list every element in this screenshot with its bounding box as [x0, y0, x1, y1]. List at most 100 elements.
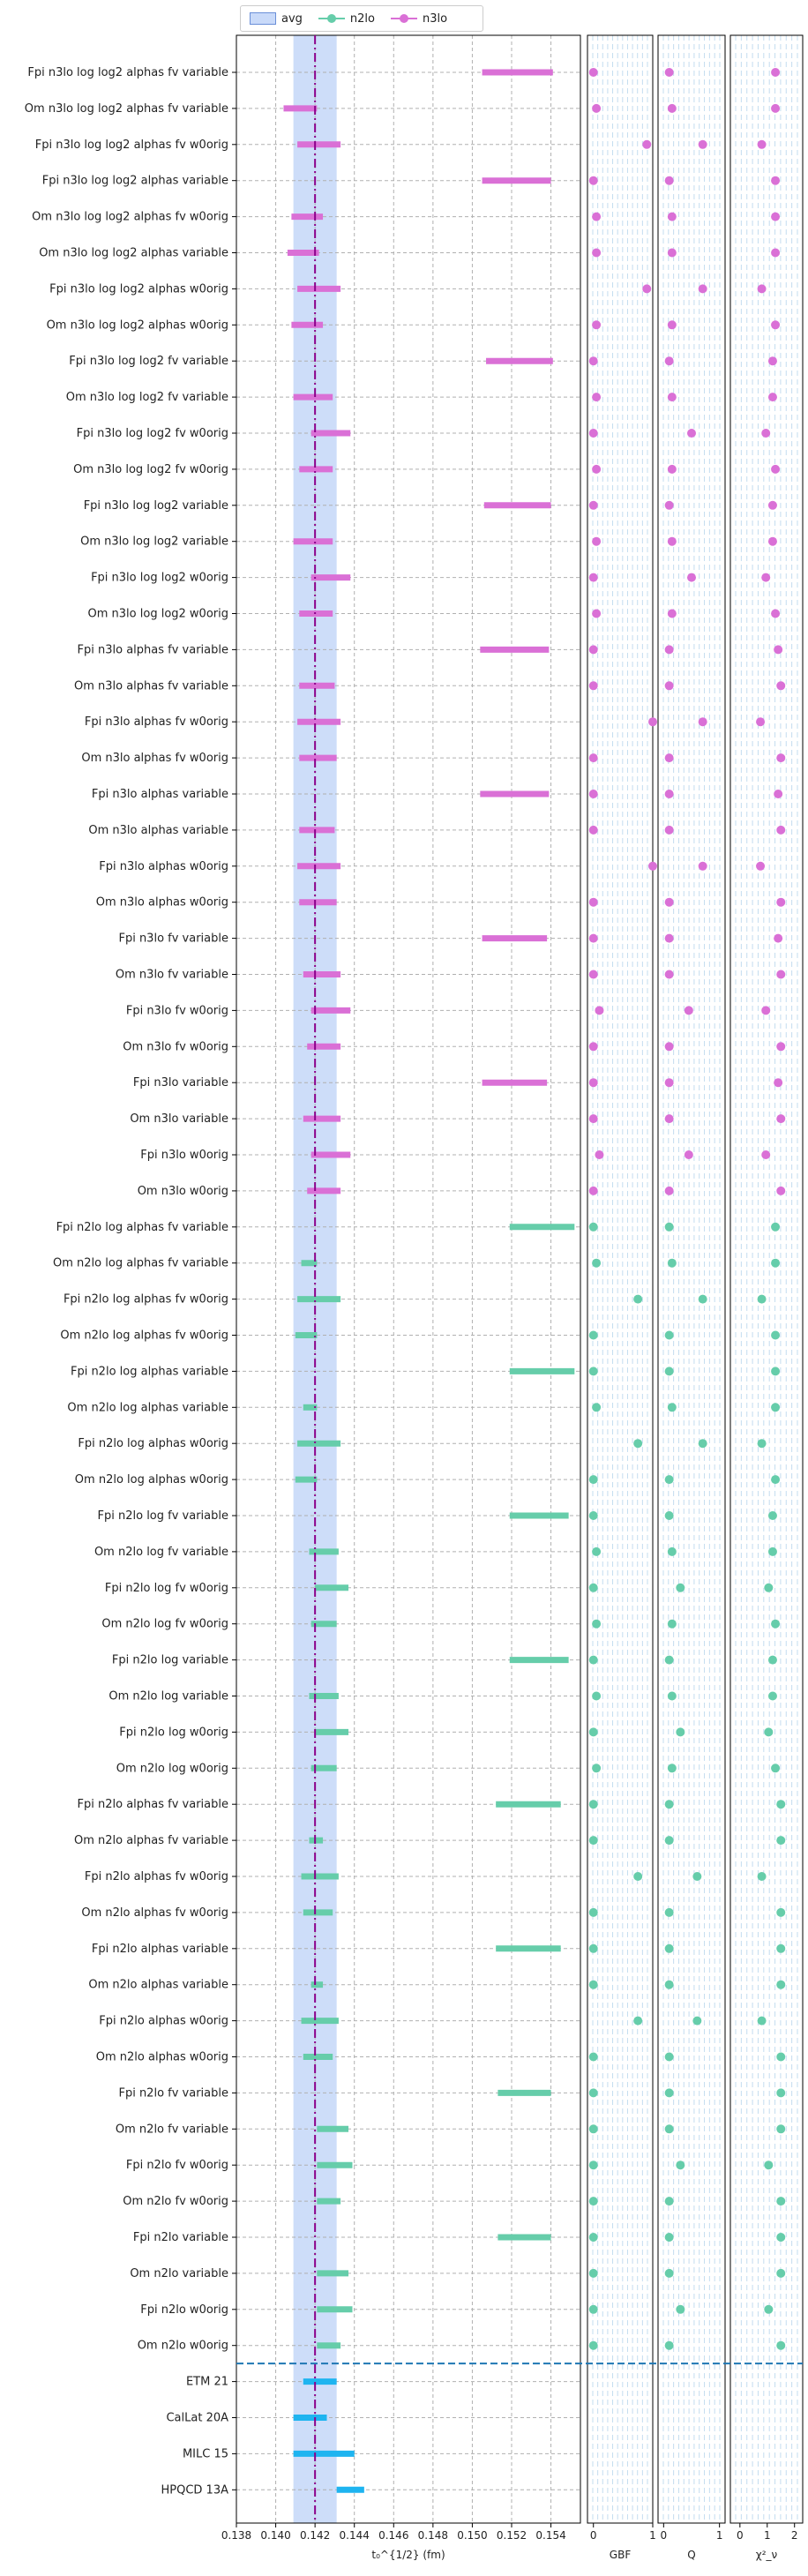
category-label: Fpi n3lo log log2 alphas fv w0orig	[35, 139, 228, 152]
category-label: Fpi n2lo alphas variable	[92, 1943, 228, 1956]
q-n2lo-point	[667, 1546, 677, 1556]
chi2-n3lo-point	[771, 212, 781, 221]
legend-n3lo-label: n3lo	[423, 11, 448, 26]
gbf-n2lo-point	[592, 1403, 602, 1412]
gbf-n3lo-point	[642, 284, 652, 294]
chi2-n2lo-point	[771, 1475, 781, 1485]
gbf-n3lo-point	[588, 897, 598, 907]
category-label: Fpi n2lo log variable	[112, 1654, 228, 1667]
chi2-n2lo-point	[764, 1727, 774, 1737]
x-tick-label: 0.138	[221, 2529, 251, 2542]
category-label: Om n2lo log alphas fv w0orig	[60, 1329, 228, 1343]
category-label: Fpi n2lo alphas w0orig	[99, 2015, 228, 2028]
gbf-n2lo-point	[588, 2124, 598, 2134]
chi2-n3lo-point	[771, 103, 781, 113]
gbf-n2lo-point	[633, 1294, 643, 1304]
q-n3lo-point	[667, 320, 677, 330]
chi2-n2lo-point	[764, 1583, 774, 1592]
chi2-n3lo-point	[767, 500, 777, 510]
gbf-n3lo-point	[592, 464, 602, 474]
category-label: Om n2lo log fv variable	[94, 1546, 228, 1559]
chi2-n2lo-point	[771, 1403, 781, 1412]
chi2-n3lo-point	[776, 1114, 786, 1124]
x-tick-label: 0.154	[535, 2529, 565, 2542]
category-label: Om n2lo alphas w0orig	[96, 2051, 228, 2064]
q-n3lo-point	[664, 681, 674, 691]
chi2-n3lo-point	[776, 1186, 786, 1195]
q-n2lo-point	[667, 1619, 677, 1629]
q-n3lo-point	[667, 212, 677, 221]
gbf-n2lo-point	[633, 1439, 643, 1449]
category-label: Fpi n2lo w0orig	[140, 2303, 228, 2317]
legend: avg n2lo n3lo	[240, 5, 483, 32]
category-label: Fpi n2lo log w0orig	[119, 1726, 228, 1739]
category-label: Fpi n3lo log log2 fv variable	[69, 355, 228, 368]
gbf-n3lo-point	[588, 681, 598, 691]
gbf-n2lo-point	[633, 1872, 643, 1881]
x-tick-label: 0.142	[300, 2529, 330, 2542]
category-label: Fpi n2lo fv variable	[118, 2086, 228, 2100]
gbf-n2lo-point	[588, 1475, 598, 1485]
gbf-n2lo-point	[592, 1764, 602, 1773]
q-n3lo-point	[684, 1150, 693, 1159]
q-n2lo-point	[664, 1655, 674, 1665]
chi2-n2lo-point	[776, 2233, 786, 2242]
category-label: Fpi n3lo log log2 variable	[84, 499, 228, 513]
x-tick-label: 0	[590, 2529, 597, 2542]
q-n3lo-point	[698, 139, 707, 149]
category-label: Om n3lo log log2 w0orig	[88, 608, 228, 621]
q-n3lo-point	[667, 609, 677, 618]
category-label: Om n3lo log log2 alphas w0orig	[47, 318, 228, 332]
chi2-n2lo-point	[771, 1619, 781, 1629]
q-n3lo-point	[667, 248, 677, 258]
chi2-n2lo-point	[767, 1511, 777, 1520]
category-label: Om n3lo log log2 alphas variable	[39, 247, 228, 260]
category-label: Om n3lo log log2 variable	[80, 535, 228, 549]
category-label: Om n3lo w0orig	[138, 1185, 228, 1198]
chi2-n2lo-point	[771, 1367, 781, 1376]
gbf-n3lo-point	[588, 645, 598, 655]
main-x-axis-label: t₀^{1/2} (fm)	[371, 2549, 445, 2561]
chi2-n2lo-point	[757, 2016, 767, 2026]
q-n2lo-point	[698, 1294, 707, 1304]
chi2-n2lo-point	[776, 2268, 786, 2278]
chi2-n2lo-point	[764, 2304, 774, 2314]
gbf-n2lo-point	[588, 1583, 598, 1592]
chi2-n3lo-point	[761, 1006, 771, 1015]
gbf-n3lo-point	[588, 573, 598, 582]
category-label: HPQCD 13A	[161, 2483, 228, 2497]
gbf-n3lo-point	[642, 139, 652, 149]
gbf-n2lo-point	[592, 1546, 602, 1556]
category-label: Om n2lo log alphas fv variable	[53, 1257, 228, 1270]
category-label: Fpi n2lo fv w0orig	[126, 2159, 228, 2172]
q-n3lo-point	[664, 68, 674, 77]
chi2-n3lo-point	[776, 825, 786, 835]
q-n2lo-point	[664, 2088, 674, 2098]
gbf-n2lo-point	[588, 2304, 598, 2314]
category-label: Fpi n2lo log fv variable	[98, 1509, 228, 1523]
chi2-n2lo-point	[776, 1943, 786, 1953]
gbf-n2lo-point	[588, 2197, 598, 2206]
x-tick-label: 1	[716, 2529, 723, 2542]
gbf-n2lo-point	[588, 1367, 598, 1376]
chi2-n3lo-point	[774, 645, 783, 655]
q-n2lo-point	[664, 2197, 674, 2206]
chi2-n3lo-point	[771, 320, 781, 330]
q-n2lo-point	[676, 2160, 685, 2170]
chi2-n3lo-point	[776, 970, 786, 979]
q-n2lo-point	[664, 1907, 674, 1917]
category-label: Fpi n3lo w0orig	[140, 1149, 228, 1162]
q-n2lo-point	[664, 1367, 674, 1376]
chi2-n3lo-point	[771, 176, 781, 185]
q-n3lo-point	[664, 933, 674, 943]
x-tick-label: 0.144	[340, 2529, 370, 2542]
q-n2lo-point	[664, 1475, 674, 1485]
category-label: Om n3lo alphas variable	[88, 824, 228, 837]
gbf-x-axis-label: GBF	[610, 2549, 632, 2561]
gbf-n3lo-point	[588, 790, 598, 798]
gbf-n2lo-point	[588, 1943, 598, 1953]
chi2-n3lo-point	[776, 681, 786, 691]
main-frame	[236, 34, 581, 2524]
category-label: Fpi n3lo alphas fv w0orig	[85, 715, 228, 729]
gbf-n2lo-point	[588, 2233, 598, 2242]
